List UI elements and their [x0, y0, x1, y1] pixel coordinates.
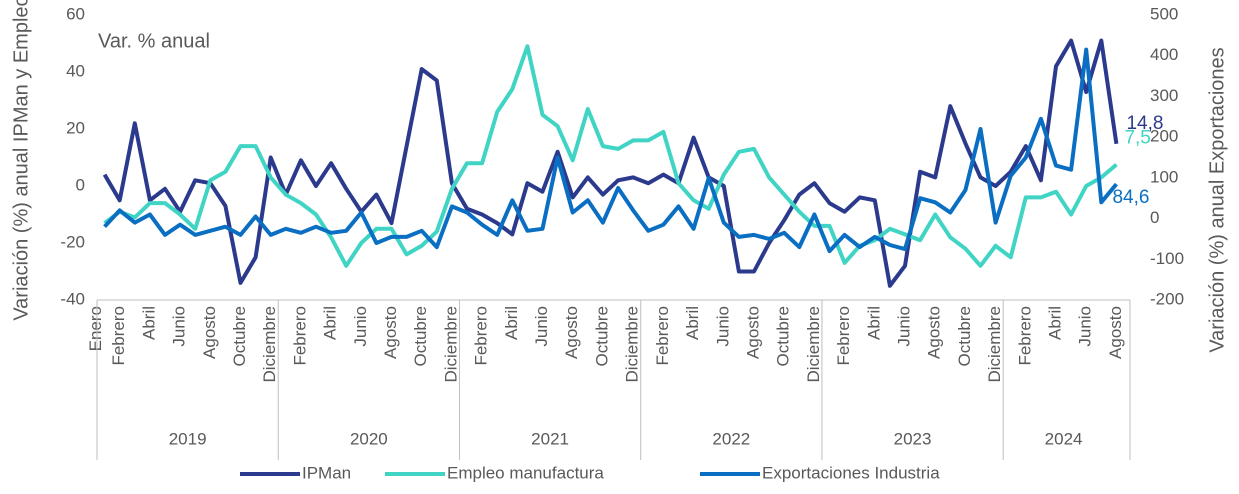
x-tick-label: Febrero: [109, 306, 128, 366]
y-tick-label: 20: [66, 118, 85, 137]
legend-label: IPMan: [302, 463, 351, 482]
y2-tick-label: 400: [1150, 45, 1178, 64]
legend-label: Empleo manufactura: [447, 463, 604, 482]
x-tick-label: Octubre: [230, 306, 249, 366]
x-group-label: 2024: [1045, 429, 1083, 448]
legend-label: Exportaciones Industria: [762, 463, 940, 482]
x-tick-label: Diciembre: [804, 306, 823, 383]
x-tick-label: Febrero: [834, 306, 853, 366]
y2-tick-label: -200: [1150, 289, 1184, 308]
x-tick-label: Abril: [139, 306, 158, 340]
x-tick-label: Enero: [86, 306, 105, 351]
data-label: 84,6: [1112, 187, 1149, 208]
x-group-label: 2022: [712, 429, 750, 448]
data-label: 7,5: [1124, 128, 1150, 149]
data-label: 14,8: [1126, 113, 1163, 134]
x-tick-label: Diciembre: [985, 306, 1004, 383]
y2-axis-label: Variación (%) anual Exportaciones: [1206, 47, 1228, 352]
y2-tick-label: 0: [1150, 208, 1159, 227]
x-tick-label: Junio: [351, 306, 370, 347]
x-tick-label: Agosto: [381, 306, 400, 359]
x-group-label: 2019: [169, 429, 207, 448]
x-tick-label: Febrero: [1015, 306, 1034, 366]
y2-tick-label: 300: [1150, 86, 1178, 105]
x-group-label: 2023: [894, 429, 932, 448]
y-tick-label: 60: [66, 4, 85, 23]
x-group-label: 2020: [350, 429, 388, 448]
x-tick-label: Junio: [713, 306, 732, 347]
series-line: [102, 38, 1119, 288]
x-tick-label: Junio: [532, 306, 551, 347]
x-tick-label: Junio: [1076, 306, 1095, 347]
series-line: [103, 44, 1118, 268]
y-axis-label: Variación (%) anual IPMan y Empleo: [10, 0, 32, 321]
x-tick-label: Abril: [864, 306, 883, 340]
x-tick-label: Agosto: [743, 306, 762, 359]
x-tick-label: Abril: [321, 306, 340, 340]
x-tick-label: Octubre: [774, 306, 793, 366]
y2-tick-label: 500: [1150, 4, 1178, 23]
x-tick-label: Febrero: [653, 306, 672, 366]
y-tick-label: 0: [76, 175, 85, 194]
x-tick-label: Febrero: [290, 306, 309, 366]
y2-tick-label: 100: [1150, 167, 1178, 186]
series-line: [103, 47, 1118, 254]
y-tick-label: 40: [66, 61, 85, 80]
x-tick-label: Agosto: [925, 306, 944, 359]
x-tick-label: Abril: [1046, 306, 1065, 340]
x-tick-label: Octubre: [592, 306, 611, 366]
x-tick-label: Agosto: [1106, 306, 1125, 359]
x-tick-label: Agosto: [200, 306, 219, 359]
x-tick-label: Diciembre: [260, 306, 279, 383]
x-tick-label: Octubre: [955, 306, 974, 366]
y2-tick-label: 200: [1150, 127, 1178, 146]
x-tick-label: Diciembre: [623, 306, 642, 383]
x-tick-label: Diciembre: [441, 306, 460, 383]
x-tick-label: Junio: [894, 306, 913, 347]
y-tick-label: -40: [60, 289, 85, 308]
annotation: Var. % anual: [98, 30, 210, 52]
x-tick-label: Febrero: [472, 306, 491, 366]
x-tick-label: Octubre: [411, 306, 430, 366]
x-tick-label: Junio: [170, 306, 189, 347]
x-tick-label: Abril: [683, 306, 702, 340]
x-tick-label: Abril: [502, 306, 521, 340]
x-group-label: 2021: [531, 429, 569, 448]
y-tick-label: -20: [60, 232, 85, 251]
x-tick-label: Agosto: [562, 306, 581, 359]
y2-tick-label: -100: [1150, 249, 1184, 268]
